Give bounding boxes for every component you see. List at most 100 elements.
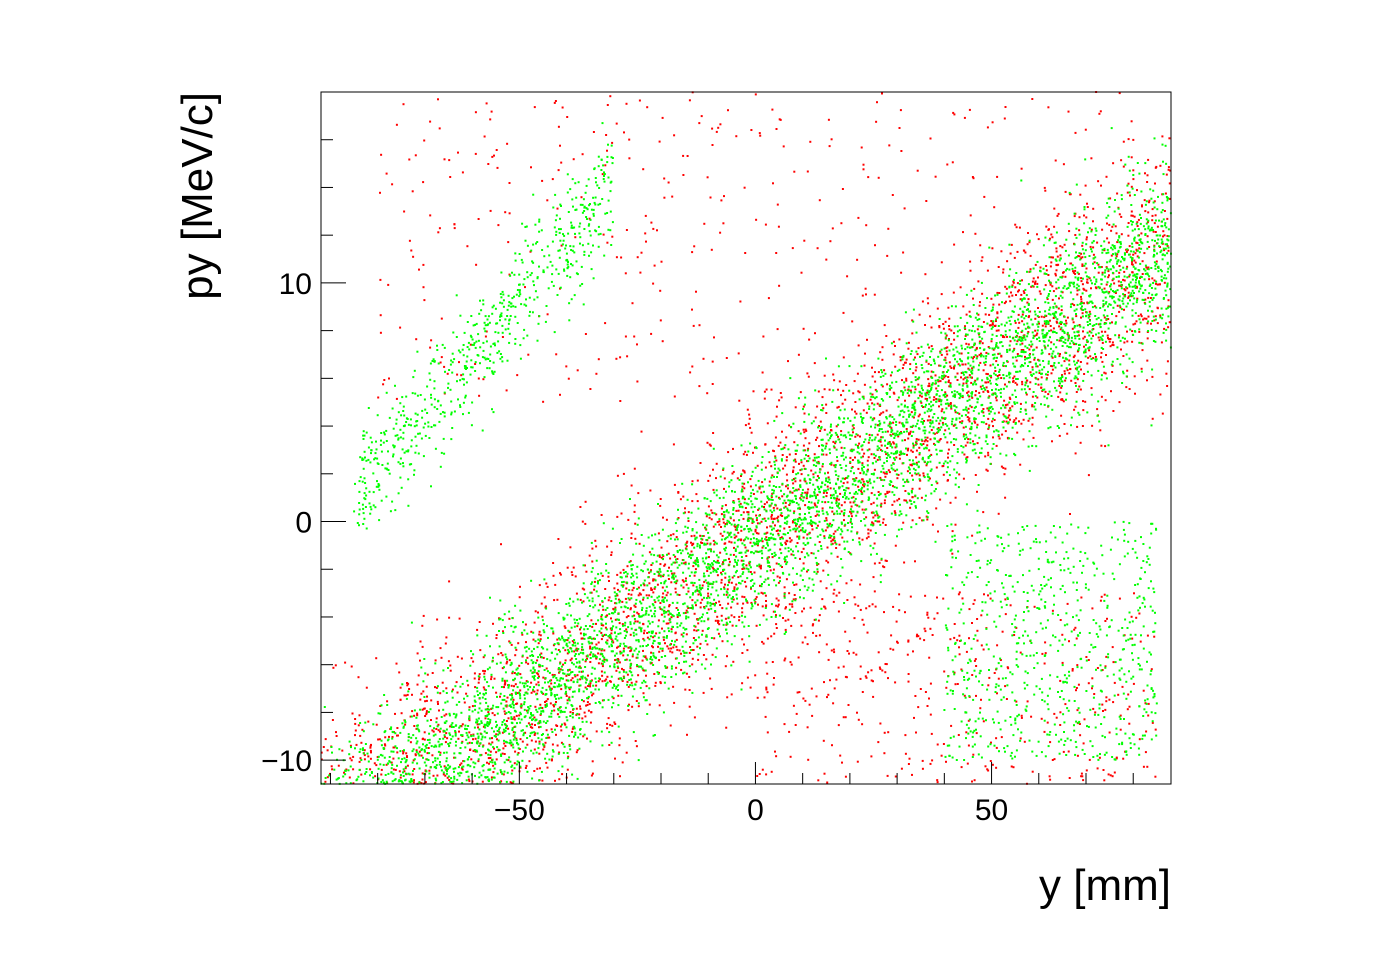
data-point xyxy=(978,353,981,356)
data-point xyxy=(759,584,761,587)
data-point xyxy=(794,453,797,455)
data-point xyxy=(912,424,915,427)
data-point xyxy=(662,711,665,714)
data-point xyxy=(1003,473,1006,476)
data-point xyxy=(840,430,843,433)
data-point xyxy=(728,560,731,563)
data-point xyxy=(542,656,545,659)
data-point xyxy=(690,649,693,652)
data-point xyxy=(819,430,822,432)
data-point xyxy=(600,649,603,652)
data-point xyxy=(792,482,795,485)
data-point xyxy=(733,523,736,526)
data-point xyxy=(1033,605,1036,608)
data-point xyxy=(802,444,805,447)
data-point xyxy=(1105,655,1108,658)
data-point xyxy=(669,724,672,727)
data-point xyxy=(461,682,464,685)
data-point xyxy=(1169,288,1172,291)
data-point xyxy=(739,300,742,303)
data-point xyxy=(1041,652,1044,655)
data-point xyxy=(856,444,859,447)
data-point xyxy=(939,364,942,367)
data-point xyxy=(745,564,748,567)
data-point xyxy=(477,377,480,380)
data-point xyxy=(965,342,968,345)
data-point xyxy=(821,438,824,441)
data-point xyxy=(859,677,862,680)
data-point xyxy=(722,623,725,626)
data-point xyxy=(553,705,555,708)
data-point xyxy=(610,632,613,635)
data-point xyxy=(961,420,964,423)
data-point xyxy=(1140,342,1143,345)
data-point xyxy=(658,140,661,143)
data-point xyxy=(914,469,917,472)
data-point xyxy=(728,557,730,560)
data-point xyxy=(484,670,486,673)
data-point xyxy=(698,324,701,327)
data-point xyxy=(438,763,441,766)
data-point xyxy=(1010,243,1013,246)
data-point xyxy=(539,767,541,770)
data-point xyxy=(935,398,938,400)
data-point xyxy=(1107,773,1110,776)
data-point xyxy=(608,636,611,639)
data-point xyxy=(814,416,817,419)
data-point xyxy=(622,670,625,673)
data-point xyxy=(991,323,994,326)
data-point xyxy=(1004,598,1007,601)
data-point xyxy=(1102,365,1105,368)
data-point xyxy=(967,367,970,370)
data-point xyxy=(652,282,655,285)
data-point xyxy=(625,587,628,590)
data-point xyxy=(907,640,910,643)
data-point xyxy=(1140,367,1143,370)
data-point xyxy=(718,520,721,523)
data-point xyxy=(910,350,913,353)
data-point xyxy=(951,420,954,423)
data-point xyxy=(1117,693,1120,696)
data-point xyxy=(1050,256,1053,259)
data-point xyxy=(605,622,607,625)
data-point xyxy=(1077,285,1080,288)
data-point xyxy=(969,269,972,272)
data-point xyxy=(830,649,833,652)
data-point xyxy=(677,508,679,511)
data-point xyxy=(625,616,628,619)
data-point xyxy=(997,352,1000,355)
data-point xyxy=(685,548,688,551)
data-point xyxy=(1145,266,1148,269)
data-point xyxy=(781,454,784,456)
data-point xyxy=(992,303,995,306)
data-point xyxy=(612,625,615,628)
data-point xyxy=(738,399,741,402)
data-point xyxy=(931,523,934,526)
data-point xyxy=(1090,341,1093,344)
data-point xyxy=(1152,230,1155,233)
data-point xyxy=(615,635,618,638)
data-point xyxy=(924,691,927,693)
data-point xyxy=(468,780,471,783)
data-point xyxy=(831,227,834,230)
data-point xyxy=(997,512,1000,515)
data-point xyxy=(1091,687,1093,690)
data-point xyxy=(1119,363,1122,366)
data-point xyxy=(1099,307,1102,309)
data-point xyxy=(456,778,459,781)
data-point xyxy=(850,579,853,582)
data-point xyxy=(878,515,881,518)
data-point xyxy=(565,365,568,368)
data-point xyxy=(973,287,976,290)
data-point xyxy=(1029,268,1032,271)
data-point xyxy=(888,441,891,443)
data-point xyxy=(793,510,796,513)
data-point xyxy=(1103,287,1106,290)
data-point xyxy=(838,416,840,419)
data-point xyxy=(600,572,603,575)
data-point xyxy=(489,757,492,759)
data-point xyxy=(761,371,764,374)
data-point xyxy=(1159,316,1162,319)
data-point xyxy=(665,518,668,521)
data-point xyxy=(841,761,843,764)
